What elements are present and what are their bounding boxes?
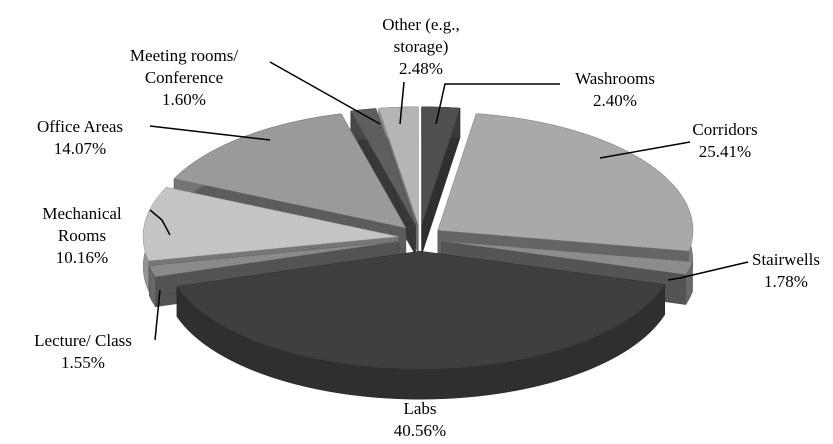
value-label: 2.48%: [399, 59, 443, 78]
slice-top: [176, 250, 666, 370]
slice-label: Lecture/ Class 1.55%: [8, 330, 158, 374]
value-label: 1.78%: [764, 272, 808, 291]
slice-top: [441, 240, 693, 275]
category-label: Other (e.g., storage): [382, 15, 460, 56]
slice-label: Labs 40.56%: [360, 398, 480, 442]
slice-top: [421, 106, 461, 225]
value-label: 25.41%: [698, 142, 752, 161]
leader-line: [435, 83, 560, 125]
slice-label: Stairwells 1.78%: [740, 249, 832, 293]
leader-line: [399, 81, 405, 125]
slice-label: Mechanical Rooms 10.16%: [22, 203, 142, 269]
category-label: Lecture/ Class: [34, 331, 132, 350]
leader-line: [599, 141, 691, 159]
slice-top: [142, 187, 399, 262]
category-label: Meeting rooms/ Conference: [129, 46, 239, 87]
slice-top: [378, 106, 419, 225]
category-label: Office Areas: [36, 117, 124, 136]
value-label: 14.07%: [53, 139, 107, 158]
category-label: Corridors: [692, 120, 758, 139]
leader-line: [269, 61, 381, 125]
slice-top: [148, 241, 399, 278]
slice-label: Meeting rooms/ Conference 1.60%: [100, 45, 268, 111]
slice-top: [350, 108, 416, 226]
value-label: 2.40%: [593, 91, 637, 110]
leader-line: [149, 209, 171, 236]
slice-label: Office Areas 14.07%: [10, 116, 150, 160]
category-label: Washrooms: [575, 69, 655, 88]
leader-lines: [149, 61, 749, 341]
leader-line: [149, 125, 271, 141]
slice-top: [437, 113, 694, 252]
value-label: 10.16%: [55, 248, 109, 267]
value-label: 1.55%: [61, 353, 105, 372]
slice-top: [173, 113, 407, 229]
slice: [176, 250, 666, 400]
leader-line: [154, 289, 161, 341]
leader-line: [667, 261, 749, 281]
category-label: Stairwells: [752, 250, 820, 269]
value-label: 1.60%: [162, 90, 206, 109]
slice-label: Washrooms 2.40%: [550, 68, 680, 112]
slice: [421, 106, 461, 255]
category-label: Labs: [403, 399, 437, 418]
value-label: 40.56%: [393, 421, 447, 440]
category-label: Mechanical Rooms: [42, 204, 122, 245]
slice-label: Other (e.g., storage) 2.48%: [362, 14, 480, 80]
slice-label: Corridors 25.41%: [665, 119, 785, 163]
